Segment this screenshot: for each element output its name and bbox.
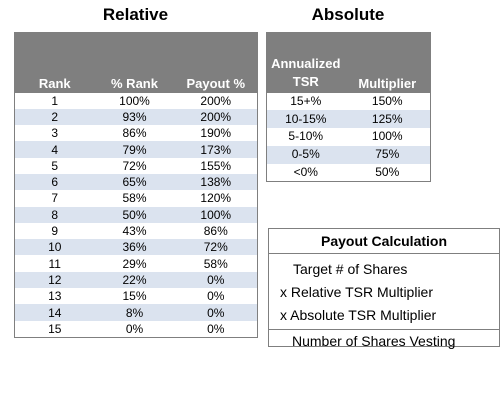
table-cell: 5 <box>14 157 95 174</box>
table-cell: 0% <box>94 320 175 338</box>
relative-header-row: Rank % Rank Payout % <box>14 32 258 93</box>
absolute-row: 0-5% 75% <box>266 145 431 164</box>
absolute-row: <0% 50% <box>266 163 431 182</box>
absolute-row: 15+% 150% <box>266 92 431 111</box>
table-cell: 86% <box>94 125 175 142</box>
table-cell: 29% <box>94 255 175 272</box>
table-cell: 14 <box>14 304 95 321</box>
table-cell: 15% <box>94 288 175 305</box>
relative-title: Relative <box>102 5 169 24</box>
table-cell: 10-15% <box>266 110 345 129</box>
table-cell: 36% <box>94 239 175 256</box>
table-cell: 8% <box>94 304 175 321</box>
payout-calculation-box: Payout Calculation Target # of Shares x … <box>268 228 500 349</box>
relative-row: 8 50% 100% <box>14 206 258 223</box>
table-cell: 15+% <box>266 92 345 111</box>
table-cell: 155% <box>174 157 258 174</box>
relative-row: 3 86% 190% <box>14 125 258 142</box>
absolute-row: 10-15% 125% <box>266 110 431 129</box>
table-cell: 7 <box>14 190 95 207</box>
relative-multiplier-line: x Relative TSR Multiplier <box>280 284 434 300</box>
relative-row: 7 58% 120% <box>14 190 258 207</box>
relative-row: 11 29% 58% <box>14 255 258 272</box>
table-cell: 13 <box>14 288 95 305</box>
relative-row: 10 36% 72% <box>14 239 258 256</box>
absolute-multiplier-table: Annualized TSR Multiplier 15+% 150% 10-15%… <box>266 32 431 183</box>
table-cell: 50% <box>94 206 175 223</box>
table-cell: 0% <box>174 288 258 305</box>
target-shares-line: Target # of Shares <box>293 261 408 277</box>
shares-vesting-line: Number of Shares Vesting <box>269 329 499 352</box>
header-tsr: TSR <box>292 73 319 89</box>
table-cell: 86% <box>174 222 258 240</box>
table-cell: 2 <box>14 108 95 126</box>
table-cell: 190% <box>174 125 258 142</box>
table-cell: 125% <box>344 110 431 129</box>
table-cell: <0% <box>266 163 345 182</box>
table-cell: 200% <box>174 108 258 126</box>
absolute-multiplier-line: x Absolute TSR Multiplier <box>280 307 437 323</box>
table-cell: 65% <box>94 173 175 191</box>
table-cell: 0% <box>174 304 258 321</box>
table-cell: 72% <box>94 157 175 174</box>
relative-payout-table: Rank % Rank Payout % 1 100% 200% 2 93% 200% 3 8… <box>14 32 258 338</box>
relative-row: 9 43% 86% <box>14 222 258 240</box>
table-cell: 173% <box>174 141 258 158</box>
table-cell: 0% <box>174 271 258 289</box>
table-cell: 6 <box>14 173 95 191</box>
payout-calculation-title: Payout Calculation <box>269 229 499 254</box>
header-multiplier: Multiplier <box>344 32 431 93</box>
table-cell: 8 <box>14 206 95 223</box>
absolute-row: 5-10% 100% <box>266 128 431 146</box>
relative-row: 5 72% 155% <box>14 157 258 174</box>
table-cell: 120% <box>174 190 258 207</box>
table-cell: 0-5% <box>266 145 345 164</box>
table-cell: 200% <box>174 92 258 109</box>
header-annualized: Annualized <box>271 55 341 71</box>
table-cell: 100% <box>344 128 431 146</box>
relative-row: 13 15% 0% <box>14 288 258 305</box>
table-cell: 5-10% <box>266 128 345 146</box>
table-cell: 12 <box>14 271 95 289</box>
relative-row: 6 65% 138% <box>14 173 258 191</box>
table-cell: 15 <box>14 320 95 338</box>
table-cell: 43% <box>94 222 175 240</box>
header-percent-rank: % Rank <box>94 32 175 93</box>
table-cell: 79% <box>94 141 175 158</box>
relative-row: 12 22% 0% <box>14 271 258 289</box>
table-cell: 11 <box>14 255 95 272</box>
table-cell: 10 <box>14 239 95 256</box>
absolute-title: Absolute <box>311 5 385 24</box>
relative-row: 14 8% 0% <box>14 304 258 321</box>
table-cell: 0% <box>174 320 258 338</box>
table-cell: 50% <box>344 163 431 182</box>
relative-row: 2 93% 200% <box>14 108 258 126</box>
relative-row: 1 100% 200% <box>14 92 258 109</box>
header-payout-percent: Payout % <box>174 32 258 93</box>
absolute-header-row: Annualized TSR Multiplier <box>266 32 431 93</box>
table-cell: 1 <box>14 92 95 109</box>
table-cell: 58% <box>174 255 258 272</box>
header-annualized-tsr: Annualized TSR <box>266 32 345 93</box>
table-cell: 100% <box>174 206 258 223</box>
table-cell: 58% <box>94 190 175 207</box>
table-cell: 72% <box>174 239 258 256</box>
table-cell: 9 <box>14 222 95 240</box>
table-cell: 100% <box>94 92 175 109</box>
table-cell: 138% <box>174 173 258 191</box>
header-rank: Rank <box>14 32 95 93</box>
relative-row: 4 79% 173% <box>14 141 258 158</box>
table-cell: 93% <box>94 108 175 126</box>
table-cell: 3 <box>14 125 95 142</box>
table-cell: 75% <box>344 145 431 164</box>
table-cell: 4 <box>14 141 95 158</box>
table-cell: 150% <box>344 92 431 111</box>
relative-row: 15 0% 0% <box>14 320 258 338</box>
table-cell: 22% <box>94 271 175 289</box>
